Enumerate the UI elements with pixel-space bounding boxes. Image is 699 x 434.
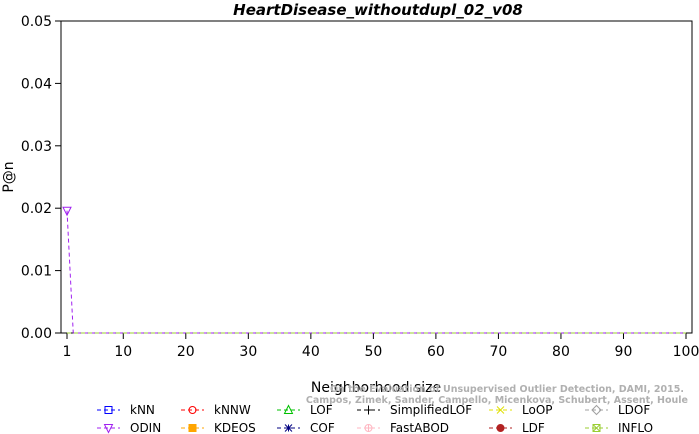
legend-marker-knn: [104, 406, 113, 414]
legend-item-loop: LoOP: [489, 403, 553, 417]
legend-label: LDOF: [618, 403, 650, 417]
legend-label: kNNW: [214, 403, 251, 417]
legend-item-cof: COF: [277, 421, 335, 434]
legend-marker-lof: [283, 404, 294, 414]
legend-marker-inflo: [592, 424, 601, 432]
legend-label: LOF: [310, 403, 333, 417]
x-tick-label: 30: [239, 344, 257, 360]
legend-item-knn: kNN: [97, 403, 155, 417]
legend-label: LDF: [522, 421, 545, 434]
x-tick-label: 20: [177, 344, 195, 360]
y-tick-label: 0.04: [21, 76, 52, 92]
legend: kNN kNNW LOF SimplifiedLOF LoOP LDOF ODIN KDEOS…: [97, 403, 653, 434]
legend-item-kdeos: KDEOS: [181, 421, 256, 434]
y-axis: 0.00 0.01 0.02 0.03 0.04 0.05: [21, 14, 61, 342]
legend-marker-fastabod: [364, 424, 373, 432]
legend-item-ldf: LDF: [489, 421, 545, 434]
legend-label: KDEOS: [214, 421, 256, 434]
x-tick-label: 90: [615, 344, 633, 360]
y-tick-label: 0.02: [21, 201, 52, 217]
plot-area: [60, 20, 693, 334]
legend-label: ODIN: [130, 421, 161, 434]
legend-item-lof: LOF: [277, 403, 333, 417]
legend-label: SimplifiedLOF: [390, 403, 472, 417]
legend-label: INFLO: [618, 421, 653, 434]
watermark-line-1: On the Evaluation of Unsupervised Outlie…: [330, 384, 684, 395]
legend-marker-knnw: [188, 406, 197, 414]
x-tick-label: 50: [364, 344, 382, 360]
x-tick-label: 100: [673, 344, 699, 360]
legend-item-fastabod: FastABOD: [357, 421, 449, 434]
x-tick-label: 80: [552, 344, 570, 360]
x-tick-label: 60: [427, 344, 445, 360]
legend-label: FastABOD: [390, 421, 449, 434]
y-tick-label: 0.05: [21, 14, 52, 30]
legend-item-ldof: LDOF: [585, 403, 650, 417]
legend-item-inflo: INFLO: [585, 421, 653, 434]
y-tick-label: 0.03: [21, 139, 52, 155]
series-odin: [62, 206, 686, 334]
x-axis: 1 10 20 30 40 50 60 70 80 90 100: [63, 333, 699, 360]
legend-marker-ldof: [591, 404, 602, 416]
watermark-line-2: Campos, Zimek, Sander, Campello, Micenko…: [306, 395, 688, 406]
series-layer: [62, 206, 686, 334]
legend-marker-kdeos: [188, 424, 197, 432]
x-tick-label: 1: [63, 344, 72, 360]
chart-title: HeartDisease_withoutdupl_02_v08: [233, 1, 523, 19]
legend-item-simplifiedlof: SimplifiedLOF: [357, 403, 472, 417]
y-tick-label: 0.01: [21, 264, 52, 280]
data-point-odin: [62, 206, 72, 217]
legend-marker-loop: [496, 406, 505, 414]
x-tick-label: 70: [490, 344, 508, 360]
legend-marker-cof: [284, 424, 293, 432]
legend-item-odin: ODIN: [97, 421, 161, 434]
legend-marker-ldf: [496, 424, 505, 432]
y-tick-label: 0.00: [21, 326, 52, 342]
x-tick-label: 10: [114, 344, 132, 360]
legend-label: kNN: [130, 403, 155, 417]
y-axis-label: P@n: [1, 161, 17, 192]
x-axis-label: Neighborhood size: [311, 380, 441, 396]
series-line-odin: [66, 210, 686, 334]
legend-item-knnw: kNNW: [181, 403, 251, 417]
legend-label: COF: [310, 421, 335, 434]
x-tick-label: 40: [302, 344, 320, 360]
legend-label: LoOP: [522, 403, 553, 417]
legend-marker-odin: [103, 424, 114, 434]
legend-marker-simplifiedlof: [364, 405, 373, 415]
